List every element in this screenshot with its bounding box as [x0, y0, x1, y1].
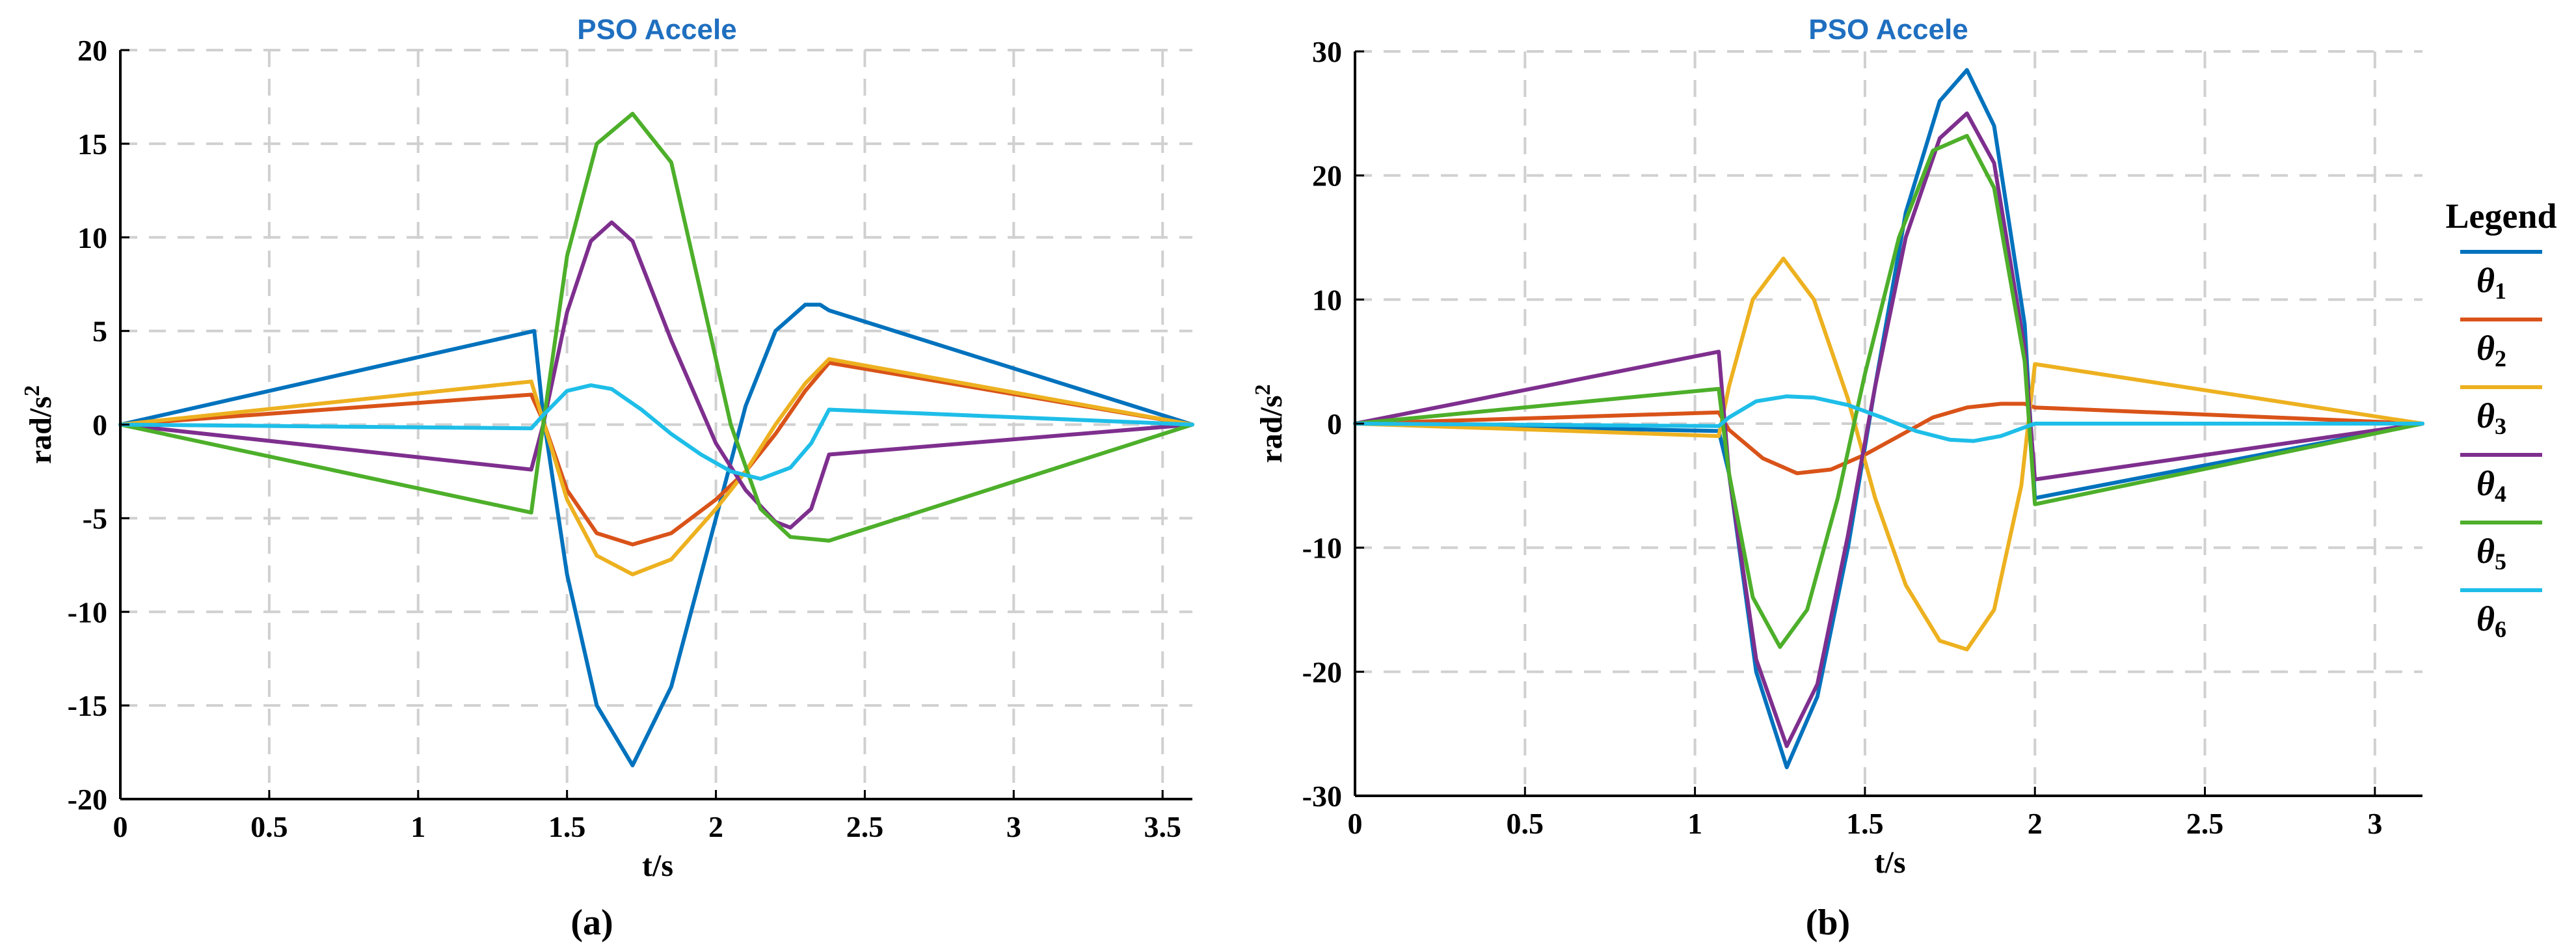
chart-panel-a: 0 0.5 1 1.5 2 2.5 3 3.5 20 15 10 5 0 -5 -10 -15 -20 PSO A… — [20, 14, 1194, 943]
series-line-theta5 — [1353, 133, 2424, 649]
y-axis-title: rad/s2 — [20, 385, 58, 464]
x-tick-label: 1 — [410, 810, 425, 843]
x-tick-label: 1 — [1687, 807, 1702, 840]
x-tick-label: 2 — [708, 810, 723, 843]
series-line-theta3 — [118, 357, 1194, 577]
y-tick-label: -5 — [83, 502, 107, 535]
y-tick-label: 0 — [1327, 407, 1342, 441]
x-tick-label: 1.5 — [1846, 807, 1884, 840]
y-tick-label: 5 — [92, 315, 107, 348]
x-tick-label: 3.5 — [1144, 810, 1181, 843]
legend-label-theta2: θ2 — [2476, 329, 2506, 372]
legend-label-theta1: θ1 — [2476, 261, 2506, 304]
y-tick-label: 0 — [92, 409, 107, 442]
legend-label-theta3: θ3 — [2476, 396, 2506, 439]
x-axis-title: t/s — [1875, 845, 1906, 880]
y-tick-label: -30 — [1302, 780, 1342, 813]
chart-title: PSO Accele — [1808, 14, 1968, 46]
series-line-theta6 — [1353, 394, 2424, 443]
panel-label: (a) — [570, 903, 613, 943]
series-line-theta6 — [118, 383, 1194, 481]
legend-label-theta6: θ6 — [2476, 599, 2506, 642]
x-tick-label: 2 — [2028, 807, 2043, 840]
legend-label-theta4: θ4 — [2476, 464, 2506, 507]
y-tick-label: 10 — [77, 221, 107, 254]
series-line-theta4 — [1353, 111, 2424, 748]
x-tick-label: 3 — [1006, 810, 1021, 843]
x-tick-label: 0.5 — [250, 810, 288, 843]
x-tick-label: 0 — [1348, 807, 1363, 840]
x-tick-label: 2.5 — [2186, 807, 2224, 840]
y-tick-label: -15 — [68, 689, 107, 722]
y-axis-title: rad/s2 — [1251, 384, 1289, 463]
series-line-theta2 — [1353, 401, 2424, 476]
x-tick-label: 0 — [113, 810, 128, 843]
y-tick-label: -10 — [68, 595, 107, 629]
y-tick-label: 15 — [77, 128, 107, 161]
chart-title: PSO Accele — [577, 14, 736, 46]
panel-label: (b) — [1806, 903, 1850, 943]
series-line-theta5 — [118, 111, 1194, 543]
y-tick-label: 10 — [1312, 283, 1342, 316]
y-tick-label: 30 — [1312, 35, 1342, 68]
y-tick-label: -20 — [1302, 655, 1342, 688]
y-tick-label: 20 — [1312, 159, 1342, 193]
y-tick-label: -20 — [68, 783, 107, 816]
y-tick-label: -10 — [1302, 532, 1342, 565]
x-axis-title: t/s — [642, 849, 673, 883]
y-tick-label: 20 — [77, 34, 107, 67]
legend: Legend θ1 θ2 θ3 θ4 θ5 θ6 — [2445, 197, 2556, 642]
x-tick-label: 0.5 — [1507, 807, 1544, 840]
chart-panel-b: 0 0.5 1 1.5 2 2.5 3 30 20 10 0 -10 -20 -30 PSO Accele t… — [1251, 14, 2424, 943]
series-line-theta3 — [1353, 256, 2424, 651]
x-tick-label: 2.5 — [846, 810, 884, 843]
series-line-theta4 — [118, 220, 1194, 530]
x-tick-label: 3 — [2367, 807, 2382, 840]
legend-title: Legend — [2445, 197, 2556, 236]
legend-label-theta5: θ5 — [2476, 532, 2506, 575]
x-tick-label: 1.5 — [548, 810, 586, 843]
series-line-theta1 — [118, 303, 1194, 768]
